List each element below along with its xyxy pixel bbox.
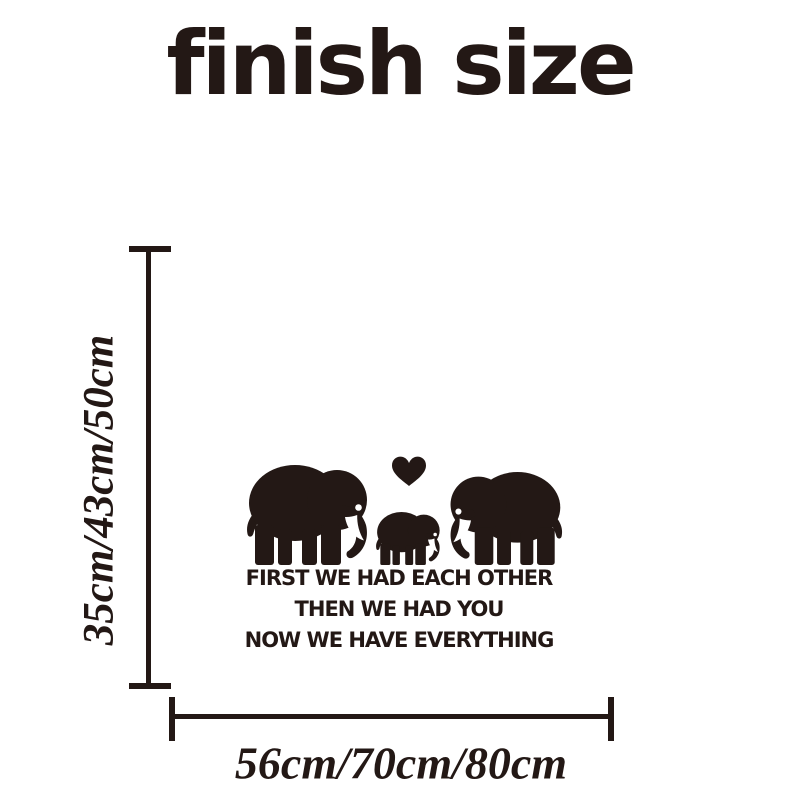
height-dimension-line (146, 250, 151, 685)
elephant-baby-icon (376, 512, 440, 565)
heart-icon (392, 456, 426, 486)
width-dimension-line (172, 714, 613, 719)
height-dimension-cap-bottom (129, 683, 171, 689)
caption-line-2: THEN WE HAD YOU (294, 597, 505, 621)
caption-line-3: NOW WE HAVE EVERYTHING (244, 628, 555, 652)
elephant-family-artwork (247, 456, 563, 565)
decal-caption: FIRST WE HAD EACH OTHER THEN WE HAD YOU … (99, 563, 699, 656)
width-dimension-cap-left (169, 697, 175, 741)
caption-line-1: FIRST WE HAD EACH OTHER (245, 566, 554, 590)
width-dimension-cap-right (608, 697, 614, 741)
elephant-mother-icon (247, 465, 367, 565)
height-dimension-cap-top (129, 246, 171, 252)
page-title: finish size (166, 12, 636, 115)
elephant-father-icon (450, 472, 563, 565)
width-dimension-label: 56cm/70cm/80cm (234, 737, 568, 789)
